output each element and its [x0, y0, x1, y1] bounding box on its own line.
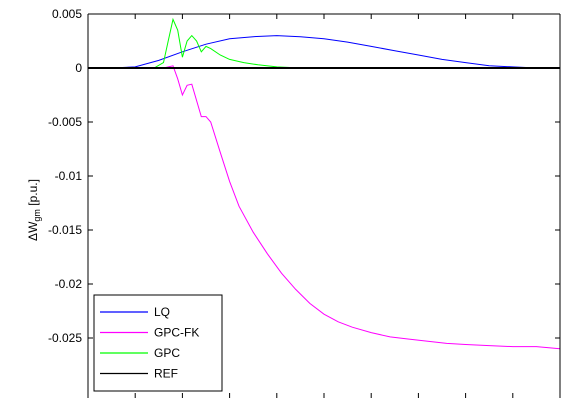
- series-layer: [88, 17, 561, 350]
- legend-label-ref: REF: [154, 367, 178, 381]
- series-line-gpc: [88, 17, 560, 69]
- legend-label-lq: LQ: [154, 305, 170, 319]
- legend: LQ GPC-FK GPC REF: [93, 294, 223, 392]
- series-line-lq: [88, 35, 560, 69]
- y-tick-label: -0.01: [55, 169, 83, 183]
- y-axis-label-sub: gm: [32, 209, 42, 222]
- series-line-gpc-fk: [88, 65, 561, 350]
- y-tick-label: -0.015: [48, 223, 82, 237]
- y-tick-label: -0.025: [48, 331, 82, 345]
- y-tick-label: -0.005: [48, 115, 82, 129]
- y-tick-label: 0.005: [52, 7, 82, 21]
- y-axis-label-unit: [p.u.]: [26, 179, 40, 209]
- y-axis-label-main: ΔW: [26, 221, 40, 241]
- axes-layer: 0.005 0 -0.005 -0.01 -0.015 -0.02 -0.025: [48, 7, 561, 398]
- legend-box: [93, 294, 223, 392]
- y-tick-label: -0.02: [55, 277, 83, 291]
- legend-label-gpc: GPC: [154, 346, 180, 360]
- legend-label-gpc-fk: GPC-FK: [154, 326, 199, 340]
- y-tick-label: 0: [75, 61, 82, 75]
- y-axis-label: ΔWgm [p.u.]: [26, 179, 42, 241]
